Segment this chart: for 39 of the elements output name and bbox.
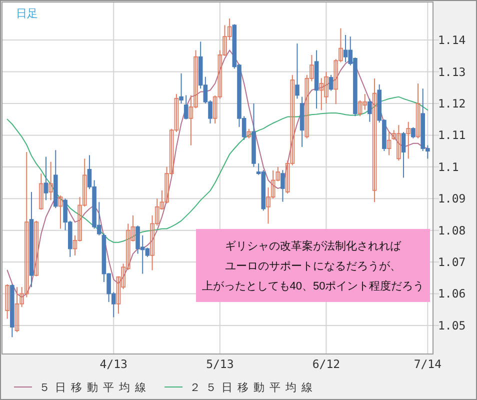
y-tick-label: 1.09 [438,192,466,206]
y-tick-label: 1.08 [438,223,466,238]
candlestick [401,132,406,178]
x-tick-label: 4/13 [100,357,128,371]
candlestick [5,284,10,320]
legend-label: ５日移動平均線 [39,382,151,394]
candlestick [372,78,377,203]
candlestick [34,220,38,277]
annotation: 上がったとしても40、50ポイント程度だろう [202,280,424,292]
candlestick [44,156,48,201]
candlestick [411,126,416,139]
candlestick [48,161,53,201]
x-tick-label: 6/12 [312,357,340,371]
candlestick [368,98,372,122]
candlestick [328,74,334,92]
candlestick [386,131,392,156]
candlestick [295,43,300,100]
annotation: ギリシャの改革案が法制化されれば [225,240,402,252]
y-tick-label: 1.05 [438,318,466,332]
candlestick [406,121,411,160]
candlestick [179,72,184,104]
y-tick-label: 1.13 [438,64,466,79]
candlestick [58,194,63,230]
candlestick [246,128,252,139]
annotation: ユーロのサポートになるだろうが、 [225,260,401,272]
y-tick-label: 1.12 [438,96,466,110]
legend-label: ２５日移動平均線 [190,382,318,394]
y-tick-label: 1.11 [438,128,466,142]
candlestick [280,170,285,202]
x-tick-label: 5/13 [206,357,234,371]
annotation: 日足 [16,8,38,20]
candlestick [184,94,188,120]
y-tick-label: 1.14 [438,33,466,48]
candlestick [38,173,44,210]
y-tick-label: 1.1 [438,160,459,174]
y-tick-label: 1.07 [438,255,466,270]
y-tick-label: 1.06 [438,286,466,301]
x-tick-label: 7/14 [414,357,442,371]
candlestick [416,83,420,139]
